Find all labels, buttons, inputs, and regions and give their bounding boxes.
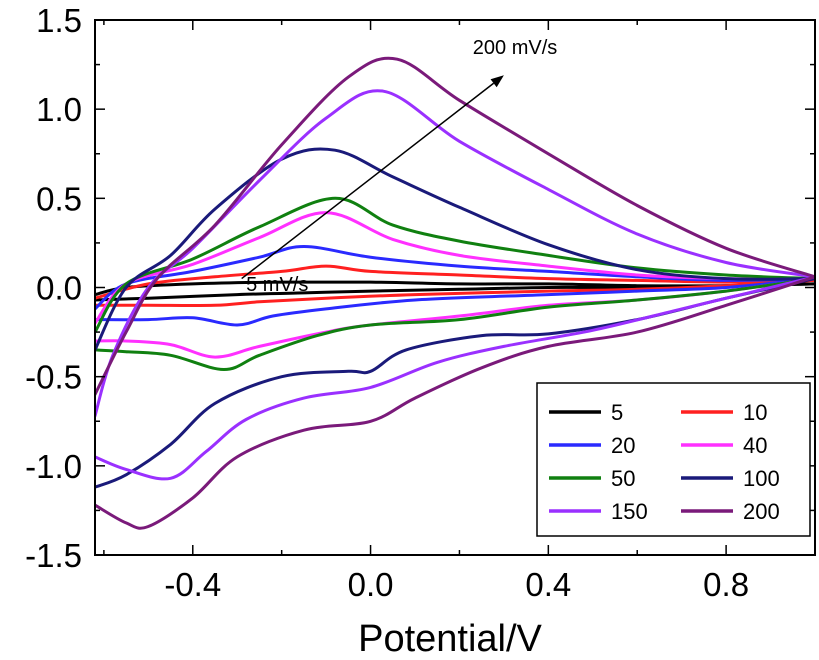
- ticks-layer: -0.4 0.0 0.4 0.8 1.5 1.0 0.5 0.0 -0.5 -1.0 -1.5: [25, 2, 816, 603]
- y-tick-label: -0.5: [25, 359, 82, 396]
- series-20-forward-line: [95, 277, 815, 327]
- annotation-5mvs: 5 mV/s: [246, 274, 308, 296]
- series-40-reverse-line: [95, 211, 815, 325]
- series-50-forward-line: [95, 277, 815, 371]
- legend-label-10: 10: [743, 400, 767, 425]
- legend-label-100: 100: [743, 466, 780, 491]
- series-100-reverse-line: [95, 147, 815, 352]
- curves-layer: [95, 56, 815, 530]
- annotation-200mvs: 200 mV/s: [473, 37, 557, 59]
- x-tick-label: -0.4: [164, 566, 221, 603]
- y-tick-label: 0.0: [36, 270, 82, 307]
- legend-label-50: 50: [611, 466, 635, 491]
- x-tick-label: 0.0: [348, 566, 394, 603]
- legend-label-20: 20: [611, 433, 635, 458]
- x-axis-title: Potential/V: [358, 618, 542, 660]
- annotation-layer: 5 mV/s 200 mV/s: [241, 37, 557, 296]
- scan-rate-arrow-head: [490, 75, 504, 88]
- series-50-reverse-line: [95, 196, 815, 334]
- legend: 5 10 20 40 50 100 150 200: [536, 382, 811, 537]
- series-10-forward-line: [95, 278, 815, 308]
- legend-label-150: 150: [611, 499, 648, 524]
- y-tick-label: 1.5: [36, 2, 82, 39]
- series-200-reverse-line: [95, 56, 815, 396]
- series-20-reverse-line: [95, 245, 815, 311]
- series-5-reverse-line: [95, 280, 815, 297]
- legend-label-5: 5: [611, 400, 623, 425]
- legend-label-40: 40: [743, 433, 767, 458]
- y-tick-label: -1.5: [25, 537, 82, 574]
- y-tick-label: 1.0: [36, 91, 82, 128]
- series-150-forward-line: [95, 275, 815, 481]
- series-10-reverse-line: [95, 264, 815, 300]
- y-tick-label: 0.5: [36, 180, 82, 217]
- legend-label-200: 200: [743, 499, 780, 524]
- series-200-forward-line: [95, 275, 815, 530]
- x-tick-label: 0.8: [703, 566, 749, 603]
- series-150-reverse-line: [95, 89, 815, 418]
- scan-rate-arrow: [241, 82, 495, 280]
- x-tick-label: 0.4: [525, 566, 571, 603]
- y-tick-label: -1.0: [25, 448, 82, 485]
